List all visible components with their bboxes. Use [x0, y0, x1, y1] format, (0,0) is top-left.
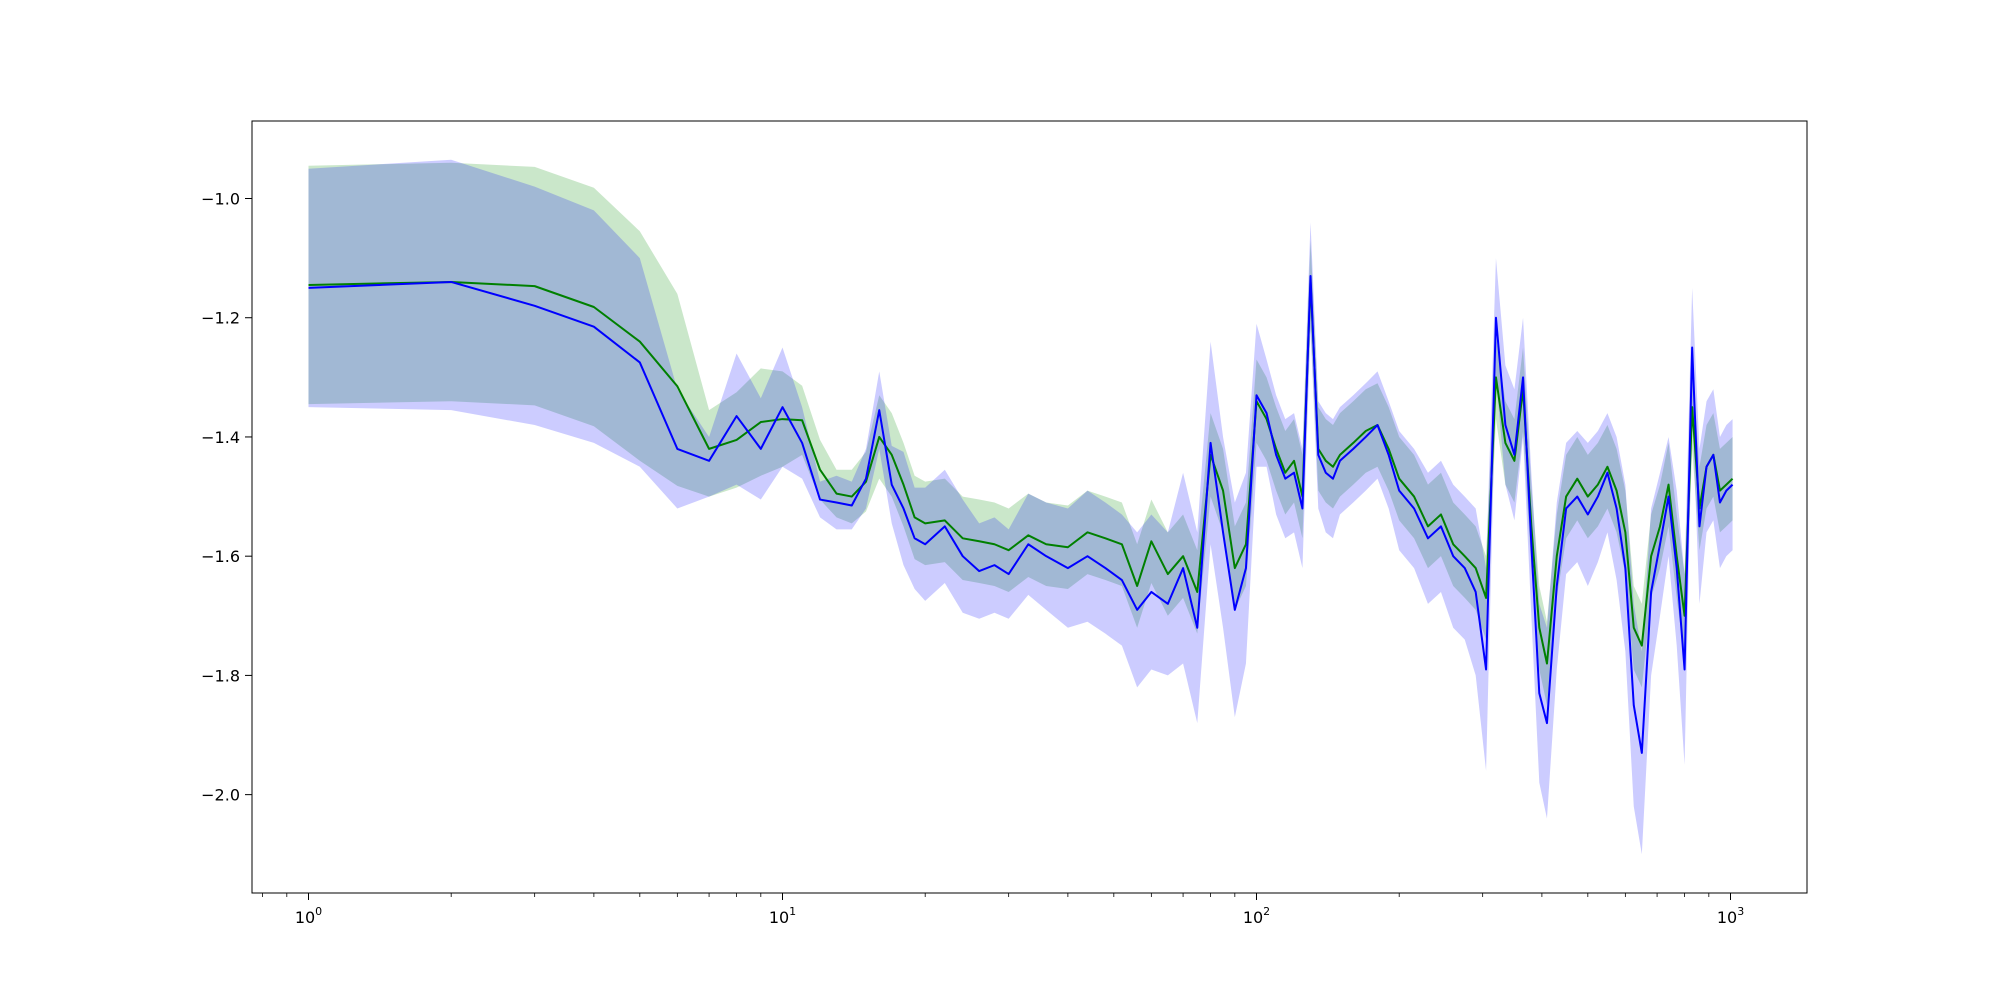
y-tick-label: −2.0 — [201, 786, 240, 805]
x-tick-label: 101 — [769, 905, 796, 927]
y-tick-label: −1.8 — [201, 666, 240, 685]
plot-frame — [251, 120, 1808, 894]
confidence-bands — [308, 159, 1733, 855]
series-lines — [308, 275, 1734, 754]
band-1 — [308, 162, 1733, 706]
x-tick-label: 103 — [1717, 905, 1744, 927]
y-tick-label: −1.6 — [201, 547, 240, 566]
band-2 — [308, 159, 1733, 855]
x-tick-label: 102 — [1243, 905, 1270, 927]
x-tick-label: 100 — [295, 905, 322, 927]
y-tick-label: −1.2 — [201, 309, 240, 328]
series-line-2 — [308, 275, 1734, 754]
y-tick-label: −1.4 — [201, 428, 240, 447]
x-axis: 100 101 102 103 — [262, 893, 1744, 927]
y-axis: −1.0 −1.2 −1.4 −1.6 −1.8 −2.0 — [201, 189, 252, 805]
y-tick-label: −1.0 — [201, 189, 240, 208]
